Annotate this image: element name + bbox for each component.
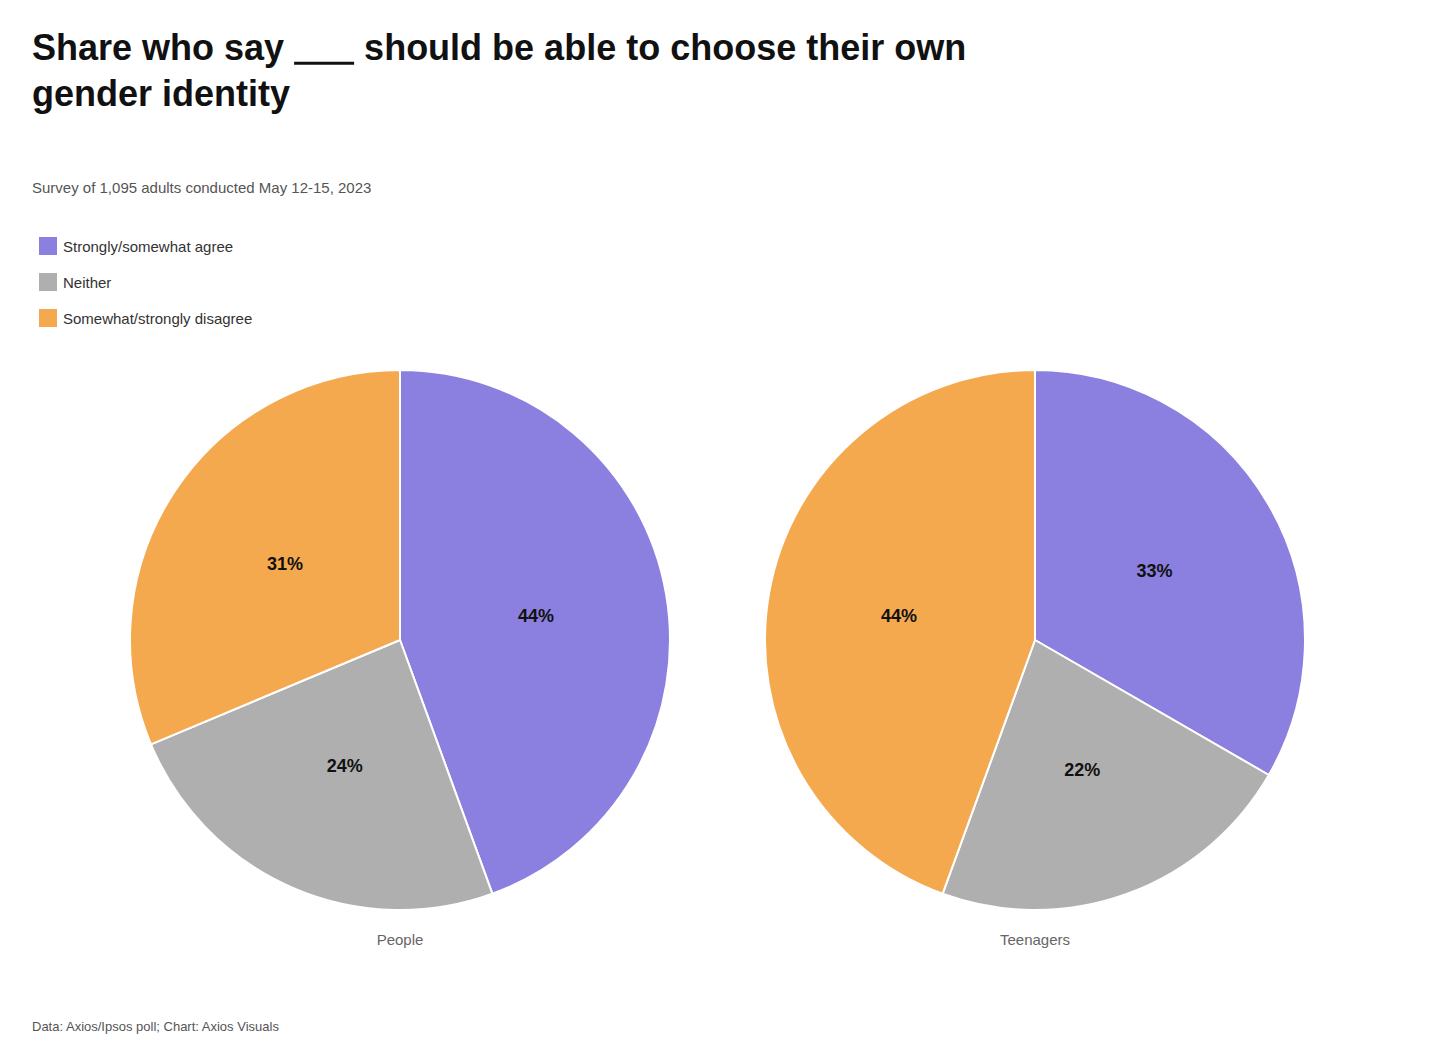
svg-text:Data: Axios/Ipsos poll; Chart:: Data: Axios/Ipsos poll; Chart: Axios Vis…: [32, 1019, 279, 1034]
svg-text:44%: 44%: [881, 606, 917, 626]
svg-text:gender identity: gender identity: [32, 73, 290, 114]
svg-text:Teenagers: Teenagers: [1000, 931, 1070, 948]
svg-text:Strongly/somewhat agree: Strongly/somewhat agree: [63, 238, 233, 255]
svg-text:24%: 24%: [327, 756, 363, 776]
svg-text:Survey of 1,095 adults conduct: Survey of 1,095 adults conducted May 12-…: [32, 179, 371, 196]
svg-text:22%: 22%: [1064, 760, 1100, 780]
svg-text:33%: 33%: [1136, 561, 1172, 581]
svg-text:Share who say should be: Share who say should be able to choose t…: [32, 27, 966, 68]
svg-text:44%: 44%: [518, 606, 554, 626]
svg-text:People: People: [377, 931, 424, 948]
svg-text:Neither: Neither: [63, 274, 111, 291]
svg-text:31%: 31%: [267, 554, 303, 574]
svg-text:Somewhat/strongly disagree: Somewhat/strongly disagree: [63, 310, 252, 327]
